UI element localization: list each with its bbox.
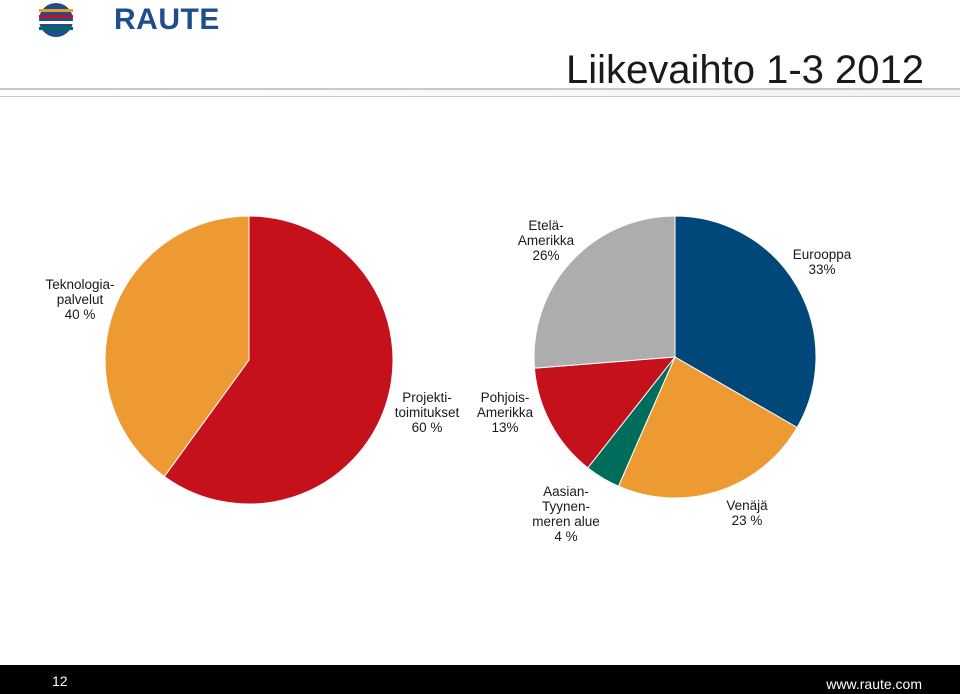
pie2-slice-4 — [533, 356, 677, 469]
pie-label-etela-amerikka: Etelä- Amerikka 26% — [517, 218, 575, 263]
globe-logo-icon — [39, 3, 73, 37]
logo-text: RAUTE — [114, 3, 220, 36]
pie2-slice-1 — [674, 215, 817, 429]
raute-logo: RAUTE — [38, 2, 219, 38]
pie-label-venaja: Venäjä 23 % — [726, 498, 768, 528]
pie1-slice-1 — [163, 215, 394, 505]
pie-label-pohjois-amerikka: Pohjois- Amerikka 13% — [476, 390, 534, 435]
pie-label-teknologiapalvelut: Teknologia- palvelut 40 % — [45, 277, 115, 322]
pie2-slice-2 — [617, 356, 798, 499]
pie2-slice-5 — [533, 215, 676, 369]
pie-label-projektitoimitukset: Projekti- toimitukset 60 % — [394, 390, 460, 435]
pie1-slice-2 — [104, 215, 250, 478]
page-number: 12 — [52, 673, 68, 689]
page-title: Liikevaihto 1-3 2012 — [565, 48, 924, 92]
website-url: www.raute.com — [826, 676, 922, 692]
pie-label-eurooppa: Eurooppa 33% — [792, 247, 852, 277]
pie-label-aasian-tyynenmeren: Aasian- Tyynen- meren alue 4 % — [532, 484, 600, 544]
title-divider — [0, 88, 960, 97]
footer-bar: 12 www.raute.com — [0, 665, 960, 694]
